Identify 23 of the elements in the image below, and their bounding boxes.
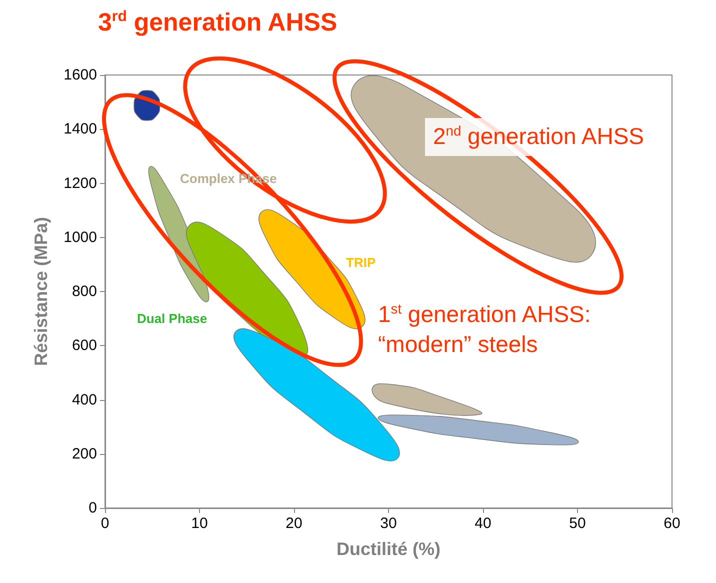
x-tick-label: 10	[191, 515, 208, 532]
chart-title: 3$^{rd}$ generation AHSS	[98, 8, 338, 38]
y-tick-label: 400	[72, 391, 97, 408]
x-tick-label: 60	[664, 515, 680, 532]
y-tick-label: 0	[88, 500, 97, 516]
annotation: Dual Phase	[137, 310, 208, 326]
y-tick-label: 1400	[64, 120, 97, 138]
y-tick-label: 800	[72, 283, 97, 300]
annotation: 2$^{nd}$ generation AHSS	[425, 118, 652, 156]
y-tick-label: 1600	[64, 66, 97, 84]
x-tick-label: 0	[100, 515, 110, 532]
annotation: TRIP	[346, 254, 376, 270]
x-tick-label: 40	[474, 515, 492, 532]
x-tick-label: 50	[569, 515, 586, 532]
annotation: 1$^{st}$ generation AHSS: “modern” steels	[370, 296, 599, 364]
x-tick-label: 30	[380, 515, 397, 532]
y-tick-label: 600	[72, 337, 97, 354]
x-tick-label: 20	[286, 515, 302, 532]
y-tick-label: 200	[72, 445, 97, 462]
y-tick-label: 1000	[64, 228, 97, 246]
y-tick-label: 1200	[64, 174, 97, 192]
y-axis-title: Résistance (MPa)	[31, 216, 51, 366]
x-axis-title: Ductilité (%)	[336, 539, 441, 559]
